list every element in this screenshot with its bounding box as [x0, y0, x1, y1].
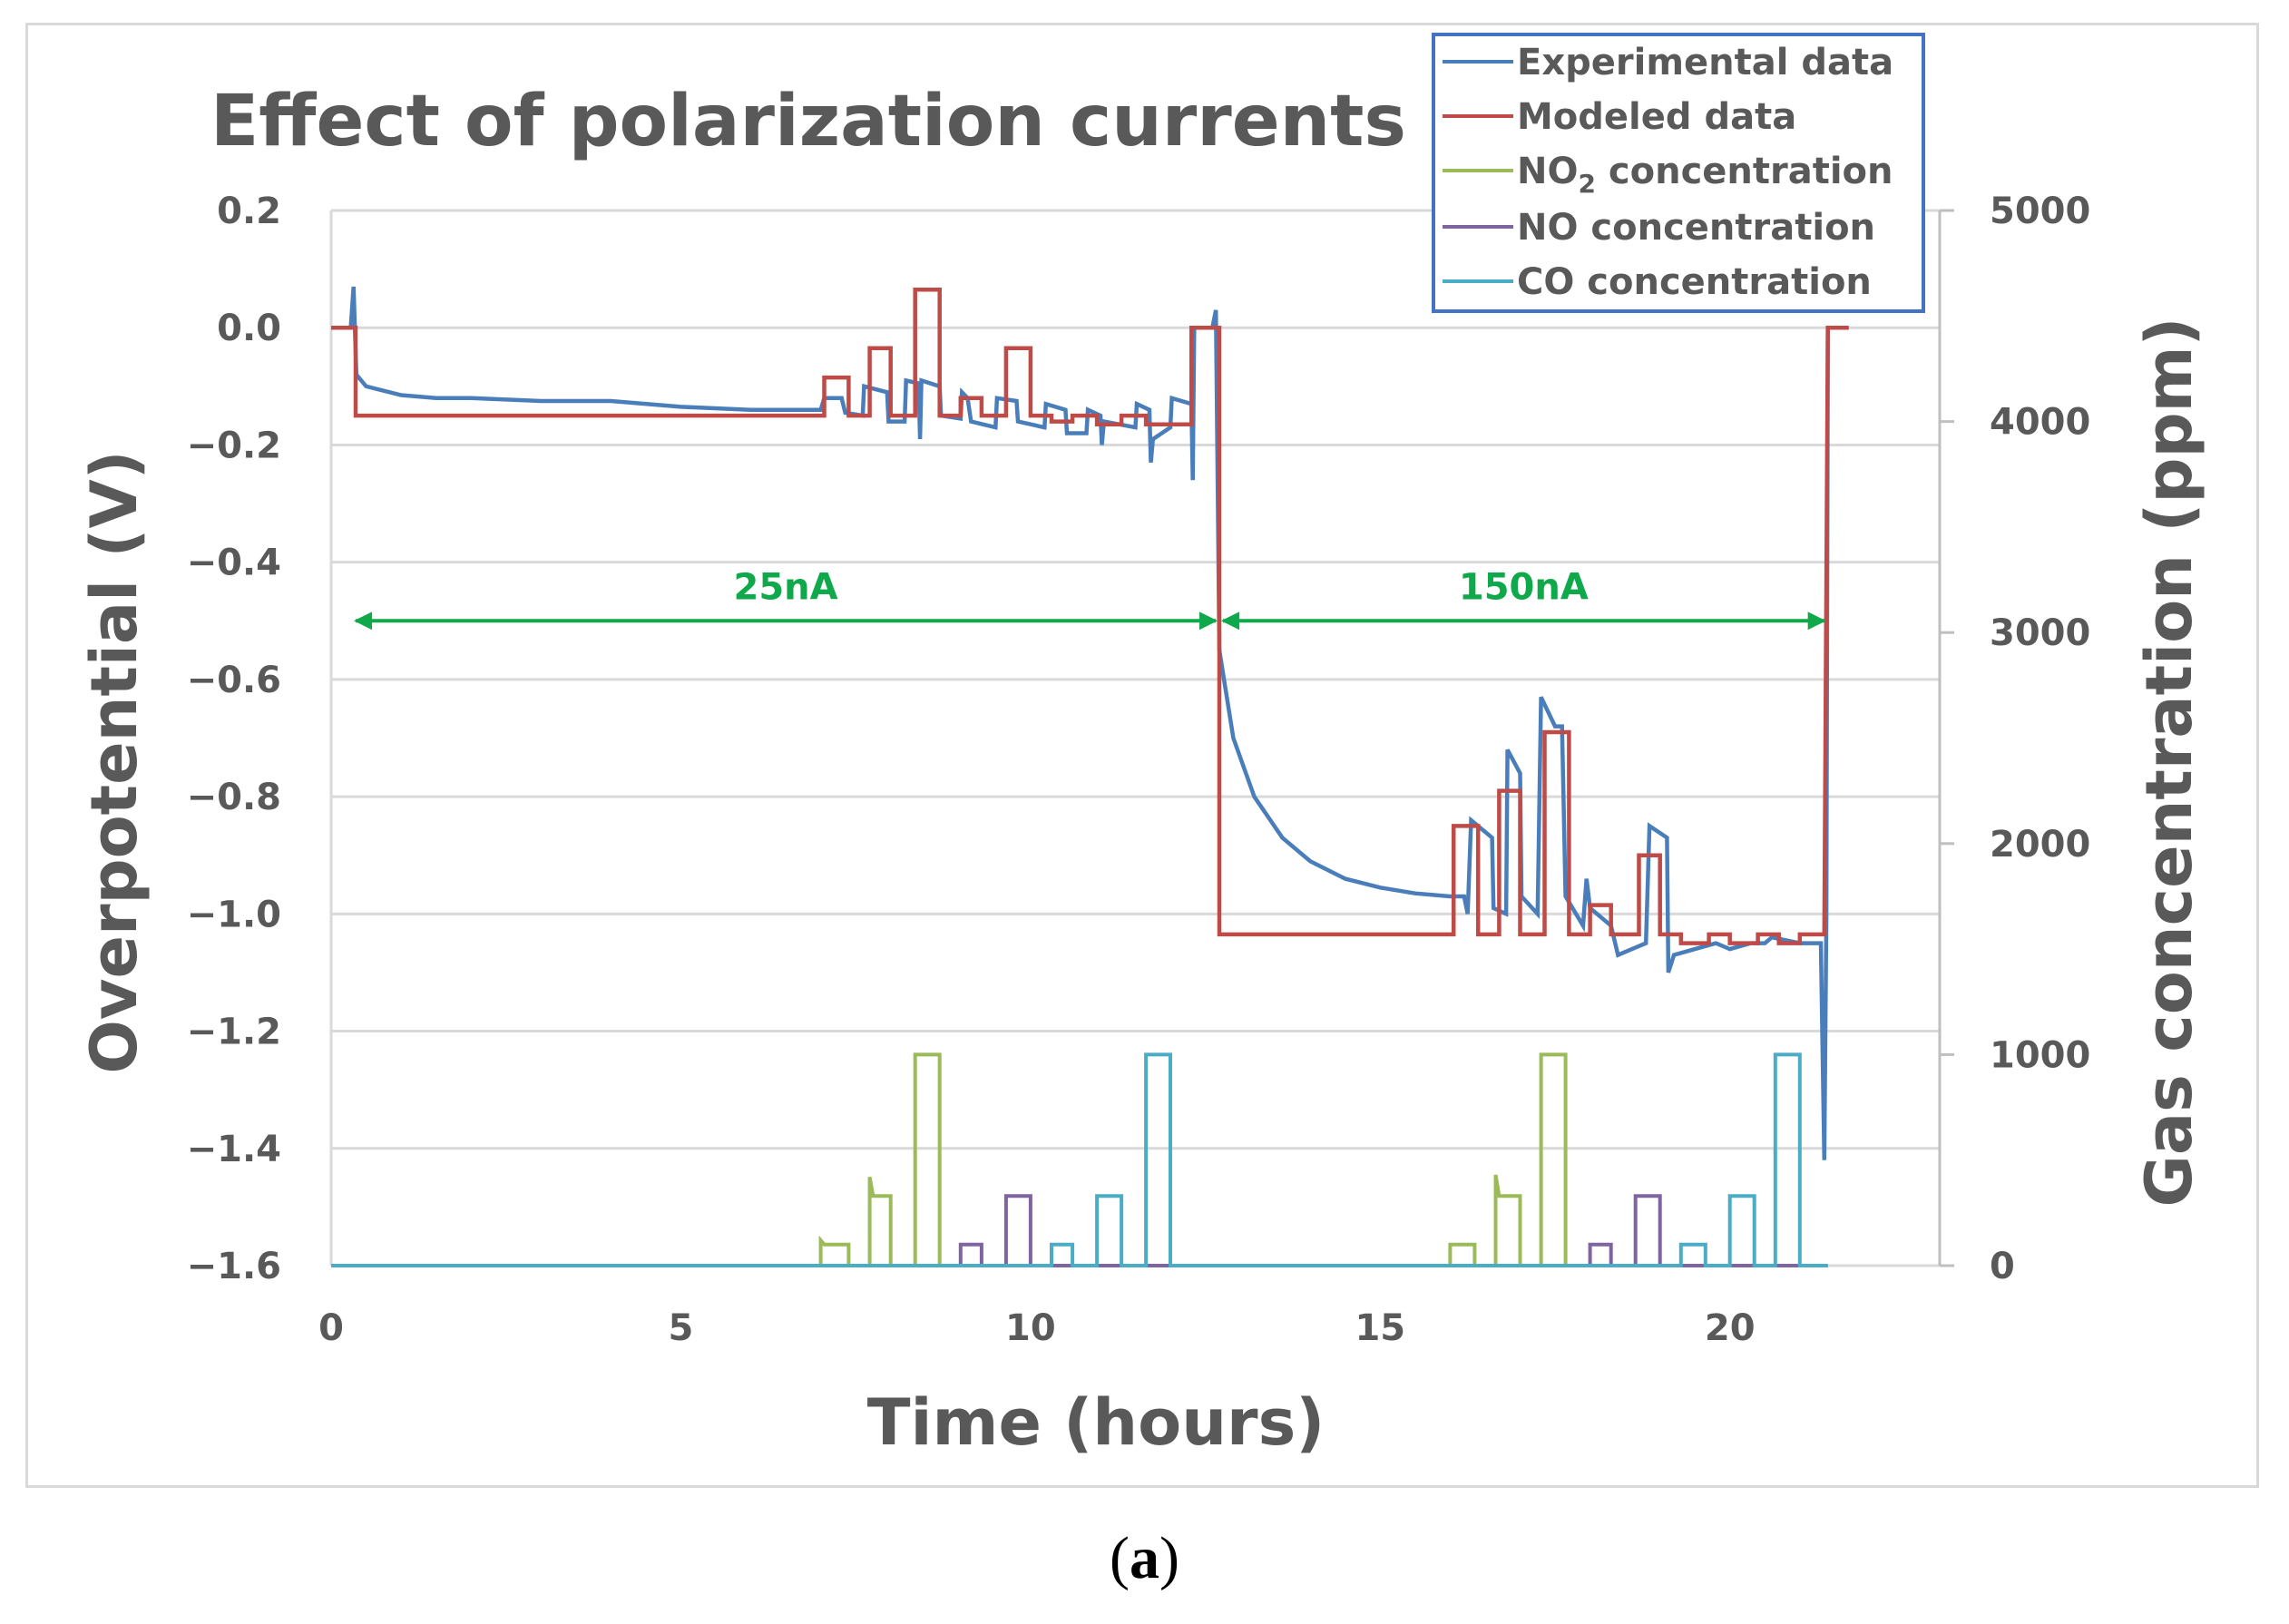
x-tick-label: 20 [1705, 1307, 1756, 1349]
caption-letter: a [1130, 1525, 1159, 1591]
legend-label-no2-sub: 2 [1578, 169, 1595, 199]
legend-label-no2-main: NO [1517, 151, 1578, 192]
legend-label-no2: NO2 concentration [1517, 151, 1893, 199]
series-co [331, 1052, 1828, 1267]
y-tick-label: −1.0 [187, 894, 281, 935]
y-tick-label: −0.4 [187, 543, 281, 584]
y-tick-label: 0.0 [217, 308, 281, 349]
x-tick-label: 5 [669, 1307, 694, 1349]
y2-tick-label: 5000 [1990, 191, 2090, 232]
series-group [331, 286, 1849, 1267]
y-axis-title: Overpotential (V) [77, 450, 152, 1073]
annotations: 25nA 150nA [354, 566, 1826, 631]
y2-tick-label: 2000 [1990, 824, 2090, 866]
y2-axis-title: Gas concentration (ppm) [2132, 317, 2206, 1207]
y2-tick-label: 0 [1990, 1246, 2015, 1287]
figure-caption: (a) [0, 1524, 2289, 1593]
series-no2 [331, 1052, 1828, 1267]
annotation-label: 25nA [734, 566, 838, 608]
x-axis-title: Time (hours) [867, 1385, 1325, 1460]
y-tick-label: −0.6 [187, 660, 281, 701]
legend: Experimental data Modeled data NO2 conce… [1432, 33, 1925, 313]
gridlines [331, 209, 1940, 1267]
series-no [331, 1194, 1828, 1267]
axes: 0.20.0−0.2−0.4−0.6−0.8−1.0−1.2−1.4−1.650… [187, 191, 2091, 1349]
legend-label-experimental: Experimental data [1517, 42, 1893, 83]
chart-frame [25, 23, 2259, 1488]
y-tick-label: −0.2 [187, 425, 281, 466]
x-tick-label: 0 [318, 1307, 344, 1349]
x-tick-label: 15 [1355, 1307, 1405, 1349]
x-tick-label: 10 [1005, 1307, 1056, 1349]
y2-tick-label: 3000 [1990, 612, 2090, 654]
y-tick-label: −1.6 [187, 1246, 281, 1287]
y-tick-label: −1.2 [187, 1012, 281, 1053]
y-tick-label: −0.8 [187, 777, 281, 818]
legend-label-co: CO concentration [1517, 261, 1872, 303]
y2-tick-label: 1000 [1990, 1034, 2090, 1076]
series-experimental [331, 286, 1843, 1160]
chart-title: Effect of polarization currents [210, 81, 1406, 162]
legend-label-no2-rest: concentration [1596, 151, 1893, 192]
caption-open: ( [1110, 1525, 1130, 1591]
y2-tick-label: 4000 [1990, 402, 2090, 444]
legend-label-modeled: Modeled data [1517, 96, 1796, 138]
caption-close: ) [1159, 1525, 1179, 1591]
y-tick-label: −1.4 [187, 1129, 281, 1170]
series-modeled [331, 287, 1849, 945]
annotation-label: 150nA [1459, 566, 1589, 608]
y-tick-label: 0.2 [217, 191, 281, 232]
legend-box [1432, 33, 1925, 313]
legend-label-no: NO concentration [1517, 207, 1875, 249]
